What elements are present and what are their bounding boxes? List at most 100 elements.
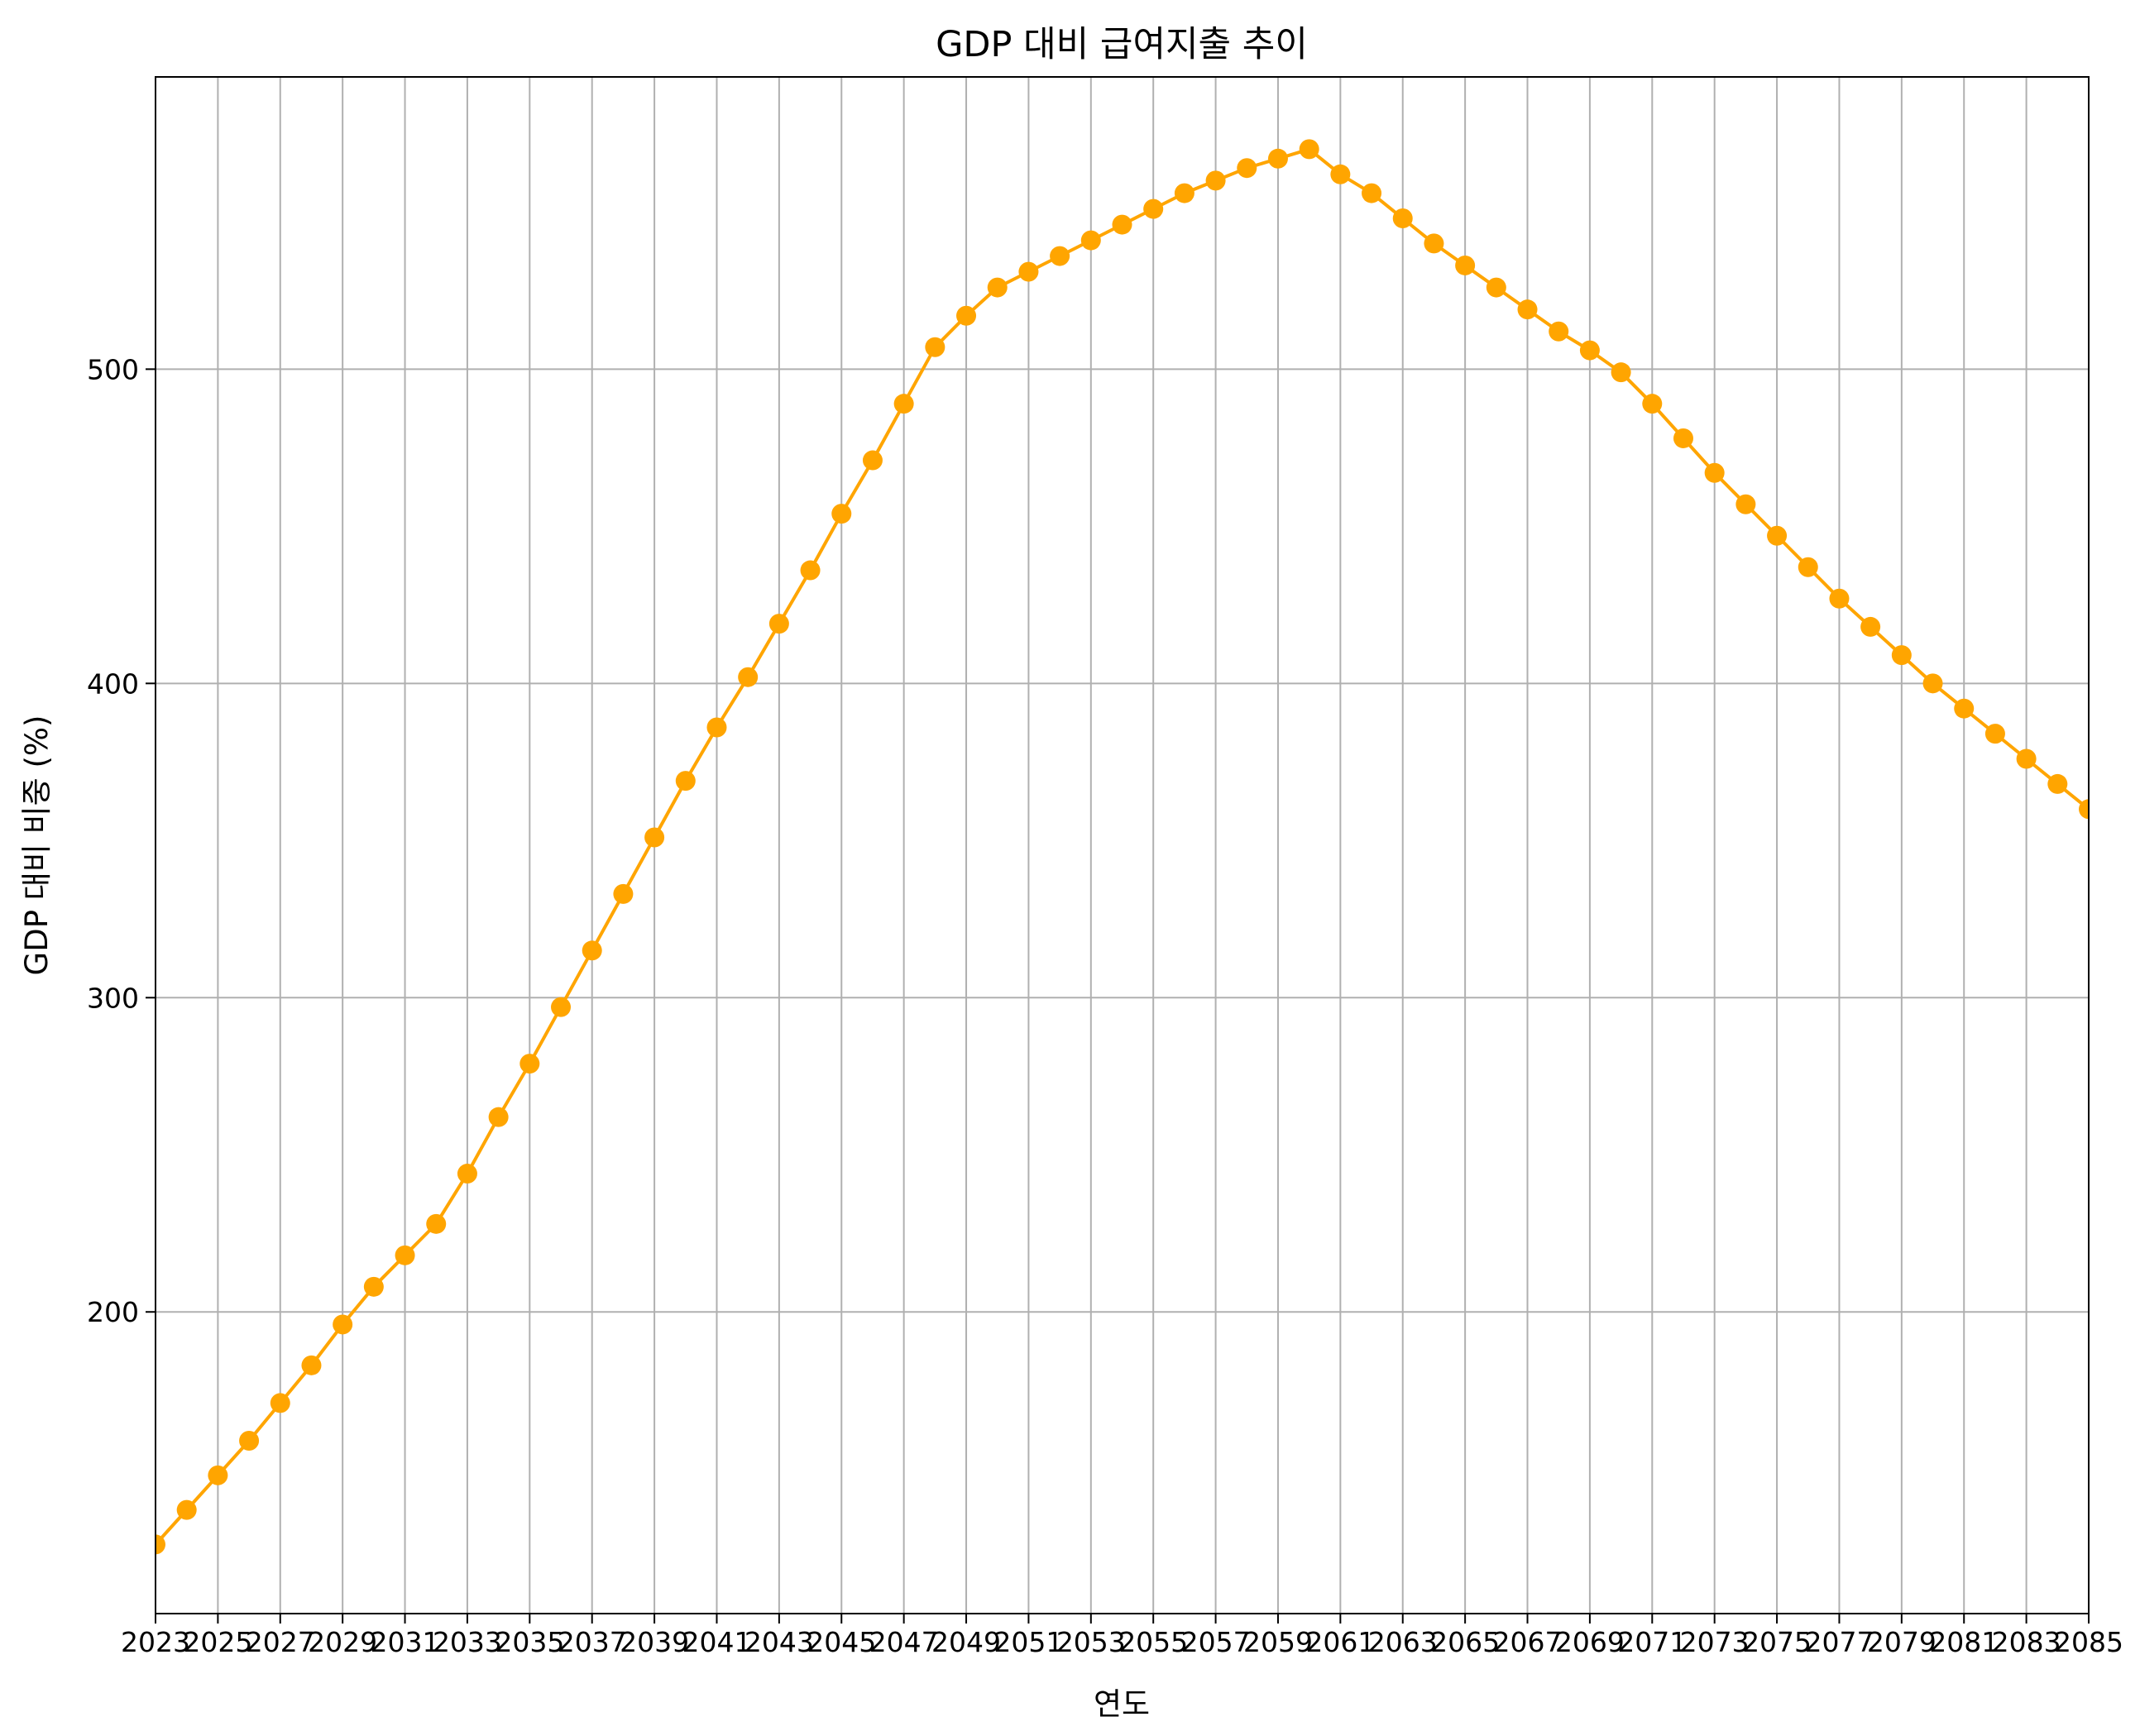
x-tick-label: 2079 [1867, 1626, 1937, 1658]
data-point [1424, 233, 1444, 254]
data-point [1517, 299, 1538, 320]
x-tick-label: 2033 [433, 1626, 502, 1658]
y-tick-label: 400 [87, 667, 139, 700]
data-point [1798, 557, 1818, 577]
data-point [1267, 148, 1288, 169]
x-tick-label: 2057 [1181, 1626, 1251, 1658]
data-point [1642, 394, 1663, 414]
data-point [551, 997, 572, 1017]
data-point [831, 504, 852, 524]
data-point [2047, 773, 2068, 794]
x-tick-label: 2027 [246, 1626, 315, 1658]
data-point [925, 337, 946, 357]
data-point [1984, 724, 2005, 744]
x-tick-label: 2065 [1430, 1626, 1500, 1658]
data-point [1767, 525, 1788, 546]
data-point [363, 1276, 384, 1297]
grid [155, 77, 2090, 1614]
data-point [1922, 673, 1943, 694]
data-point [893, 394, 914, 414]
plot-frame [155, 76, 2090, 1614]
data-point [270, 1393, 290, 1413]
chart-title: GDP 대비 급여지출 추이 [936, 24, 1308, 65]
x-tick-label: 2067 [1493, 1626, 1563, 1658]
data-point [2079, 799, 2089, 820]
data-point [1174, 183, 1194, 203]
data-point [582, 940, 602, 961]
x-tick-label: 2051 [993, 1626, 1063, 1658]
data-point [426, 1213, 447, 1234]
data-point [1579, 340, 1600, 361]
data-point [1611, 362, 1631, 383]
x-tick-label: 2085 [2054, 1626, 2123, 1658]
data-point [1704, 462, 1725, 483]
data-point [208, 1465, 228, 1485]
x-tick-label: 2039 [620, 1626, 689, 1658]
x-tick-label: 2049 [931, 1626, 1001, 1658]
data-point [176, 1499, 197, 1520]
data-point [519, 1054, 540, 1074]
data-point [1673, 428, 1693, 448]
data-point [1112, 214, 1132, 235]
data-point [1330, 164, 1351, 184]
data-point [1362, 183, 1382, 203]
data-point [395, 1245, 415, 1265]
x-tick-label: 2083 [1992, 1626, 2061, 1658]
data-point [1018, 261, 1039, 282]
data-point [156, 1534, 165, 1555]
data-point [239, 1431, 260, 1451]
data-point [987, 277, 1008, 298]
y-axis-label: GDP 대비 비중 (%) [19, 715, 55, 976]
data-point [706, 717, 727, 738]
data-point [1486, 277, 1506, 298]
data-point [1829, 588, 1850, 609]
ticks: 2023202520272029203120332035203720392041… [87, 353, 2123, 1658]
data-point [1143, 198, 1164, 219]
x-tick-label: 2055 [1118, 1626, 1188, 1658]
data-point [956, 305, 977, 326]
x-tick-label: 2047 [869, 1626, 939, 1658]
data-point [1080, 230, 1101, 251]
data-point [1455, 255, 1476, 275]
x-tick-label: 2059 [1243, 1626, 1313, 1658]
data-point [613, 883, 634, 904]
x-tick-label: 2041 [682, 1626, 751, 1658]
x-tick-label: 2071 [1617, 1626, 1687, 1658]
data-series [156, 139, 2089, 1555]
data-point [862, 450, 883, 471]
y-tick-label: 200 [87, 1296, 139, 1328]
data-point [301, 1355, 322, 1375]
data-point [333, 1314, 353, 1335]
data-point [800, 560, 821, 581]
data-point [1237, 158, 1257, 179]
x-axis-label: 연도 [1094, 1686, 1150, 1722]
x-tick-label: 2025 [183, 1626, 252, 1658]
x-tick-label: 2029 [308, 1626, 377, 1658]
data-point [1549, 321, 1569, 342]
y-tick-label: 500 [87, 353, 139, 385]
x-tick-label: 2035 [495, 1626, 564, 1658]
data-point [457, 1164, 477, 1184]
data-point [1860, 616, 1881, 637]
data-point [1050, 246, 1070, 266]
x-tick-label: 2081 [1929, 1626, 1999, 1658]
x-tick-label: 2069 [1555, 1626, 1625, 1658]
x-tick-label: 2077 [1804, 1626, 1874, 1658]
data-point [2016, 748, 2037, 769]
x-tick-label: 2075 [1742, 1626, 1812, 1658]
data-point [768, 614, 789, 634]
x-tick-label: 2023 [121, 1626, 190, 1658]
x-tick-label: 2073 [1680, 1626, 1750, 1658]
data-point [1299, 139, 1319, 160]
x-tick-label: 2043 [744, 1626, 814, 1658]
data-point [1735, 494, 1756, 514]
data-point [1392, 208, 1413, 228]
x-tick-label: 2037 [558, 1626, 627, 1658]
data-point [488, 1107, 509, 1127]
x-tick-label: 2061 [1305, 1626, 1375, 1658]
x-tick-label: 2045 [807, 1626, 876, 1658]
data-point [644, 827, 665, 848]
y-tick-label: 300 [87, 982, 139, 1014]
